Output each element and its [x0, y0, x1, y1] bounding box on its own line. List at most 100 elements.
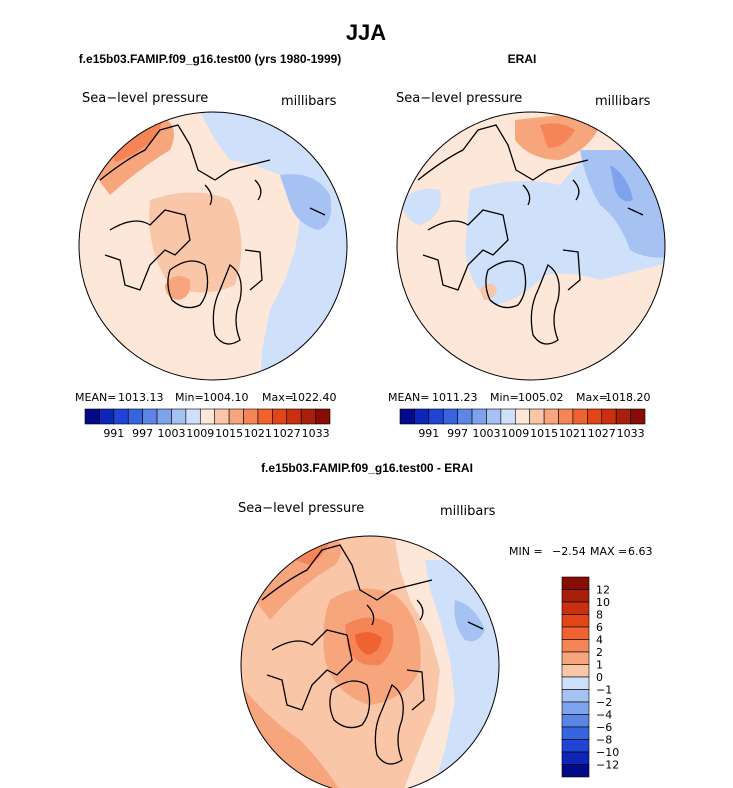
panel-model-map	[79, 112, 347, 380]
colorbar-box	[561, 639, 590, 653]
stat-mean-label: MEAN=	[75, 391, 116, 404]
panel-obs-colorbar: 991 997 1003 1009 1015 1021 1027 1033	[399, 408, 646, 440]
map-field-low-pressure	[200, 112, 347, 380]
stat-max-value: 1018.20	[605, 391, 651, 404]
map-field-low-west	[400, 188, 441, 225]
colorbar-tick-label: 997	[447, 427, 468, 440]
map-field-low-core	[280, 174, 332, 230]
colorbar-box	[615, 408, 631, 425]
colorbar-box	[514, 408, 531, 425]
colorbar-box	[286, 408, 302, 425]
map-field-moderate-high	[149, 192, 242, 293]
stat-min-label: Min=	[175, 391, 204, 404]
map-field-high-core	[540, 123, 575, 148]
colorbar-box	[185, 408, 201, 425]
colorbar-tick-label: 991	[103, 427, 124, 440]
colorbar-tick-label: 0	[596, 671, 603, 684]
colorbar-box	[414, 408, 430, 425]
stat-max-label: Max=	[262, 391, 294, 404]
map-field-positive-peak	[355, 632, 382, 655]
colorbar-box	[561, 701, 590, 715]
panel-model-map-border	[78, 111, 348, 381]
colorbar-tick-label: −2	[596, 696, 612, 709]
colorbar-box	[561, 651, 590, 665]
colorbar-box	[127, 408, 143, 425]
map-field-low-core-2	[610, 165, 633, 202]
colorbar-tick-label: −6	[596, 721, 612, 734]
stat-min-label: Min=	[490, 391, 519, 404]
stat-min-value: 1004.10	[203, 391, 249, 404]
coastlines	[261, 544, 484, 765]
colorbar-box	[457, 408, 473, 425]
colorbar-box	[561, 726, 590, 740]
colorbar-tick-label: 2	[596, 646, 603, 659]
colorbar-box	[471, 408, 487, 425]
colorbar-box	[561, 676, 590, 690]
colorbar-box	[561, 689, 590, 703]
panel-model-stats: MEAN= 1013.13 Min= 1004.10 Max= 1022.40	[75, 391, 337, 404]
colorbar-box	[601, 408, 617, 425]
colorbar-box	[561, 714, 590, 728]
colorbar-tick-label: −1	[596, 684, 612, 697]
colorbar-box	[300, 408, 316, 425]
colorbar-box	[561, 576, 590, 590]
colorbar-tick-label: 1003	[157, 427, 185, 440]
colorbar-box	[561, 764, 590, 778]
colorbar-tick-label: 8	[596, 609, 603, 622]
stat-max-label: MAX =	[590, 545, 627, 558]
panel-diff-left-label: Sea−level pressure	[238, 501, 364, 516]
panel-model-left-label: Sea−level pressure	[82, 91, 208, 106]
colorbar-tick-label: 991	[418, 427, 439, 440]
colorbar-box	[84, 408, 100, 425]
colorbar-tick-label: 10	[596, 596, 610, 609]
colorbar-box	[561, 589, 590, 603]
map-field-positive-west-core	[295, 540, 330, 565]
stat-mean-value: 1011.23	[432, 391, 478, 404]
stat-max-value: 1022.40	[291, 391, 337, 404]
panel-model-right-label: millibars	[281, 94, 337, 109]
colorbar-tick-label: −4	[596, 709, 612, 722]
season-title: JJA	[346, 20, 386, 45]
colorbar-tick-label: 4	[596, 634, 603, 647]
colorbar-box	[486, 408, 502, 425]
map-field-high-spot	[165, 276, 191, 300]
colorbar-tick-label: 997	[132, 427, 153, 440]
coastlines	[99, 124, 326, 345]
colorbar-box	[257, 408, 273, 425]
colorbar-box	[630, 408, 646, 425]
colorbar-box	[214, 408, 230, 425]
colorbar-box	[228, 408, 244, 425]
map-field-high-spot	[480, 283, 497, 300]
colorbar-box	[171, 408, 187, 425]
map-field-negative-core	[454, 600, 485, 642]
colorbar-tick-label: 1027	[273, 427, 301, 440]
panel-obs-right-label: millibars	[595, 94, 651, 109]
panel-diff-map	[241, 536, 499, 788]
colorbar-box	[561, 614, 590, 628]
colorbar-box	[272, 408, 288, 425]
colorbar-box	[561, 739, 590, 753]
stat-max-label: Max=	[576, 391, 608, 404]
colorbar-box	[442, 408, 458, 425]
colorbar-tick-label: −8	[596, 734, 612, 747]
panel-diff-right-label: millibars	[440, 504, 496, 519]
stat-mean-value: 1013.13	[118, 391, 164, 404]
stat-min-value: 1005.02	[518, 391, 564, 404]
panel-obs-title: ERAI	[508, 52, 537, 66]
colorbar-tick-label: 6	[596, 621, 603, 634]
colorbar-box	[113, 408, 129, 425]
colorbar-box	[99, 408, 115, 425]
panel-obs: ERAI Sea−level pressure millibars	[388, 52, 666, 440]
coastlines	[417, 124, 644, 345]
colorbar-tick-label: 1033	[617, 427, 645, 440]
panel-diff-stats: MIN = −2.54 MAX = 6.63	[509, 545, 653, 558]
colorbar-box	[561, 626, 590, 640]
colorbar-tick-label: −10	[596, 746, 619, 759]
colorbar-tick-label: 1003	[472, 427, 500, 440]
panel-model: f.e15b03.FAMIP.f09_g16.test00 (yrs 1980-…	[75, 52, 348, 440]
colorbar-box	[142, 408, 158, 425]
colorbar-tick-label: 1009	[186, 427, 214, 440]
colorbar-box	[561, 664, 590, 678]
